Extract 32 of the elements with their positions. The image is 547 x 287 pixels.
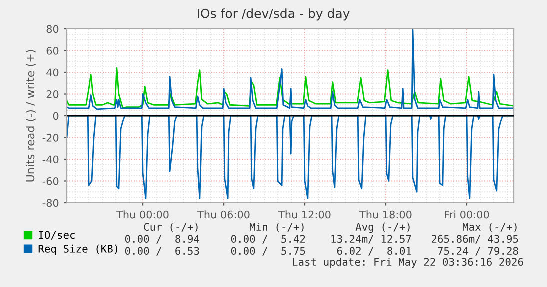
line-series [67,67,514,110]
y-tick-label: -80 [42,199,59,208]
x-tick-label: Thu 06:00 [198,210,250,219]
y-tick-label: -60 [42,177,59,186]
legend-label: Req Size (KB) [38,244,118,255]
text: Last update: Fri May 22 03:36:16 2026 [293,258,524,268]
y-tick-label: 20 [46,90,59,98]
chart-title: IOs for /dev/sda - by day [198,8,350,21]
y-tick-label: 40 [46,68,59,77]
text: 0.00 / 5.75 [231,247,306,256]
text: Max (-/+) [462,223,517,232]
y-tick-label: -20 [42,134,59,142]
text: 0.00 / 8.94 [125,235,200,244]
text: Avg (-/+) [356,222,410,234]
text: 6.02 / 8.01 [337,247,412,256]
x-tick-label: Thu 18:00 [360,210,412,219]
x-tick-label: Thu 00:00 [116,210,169,219]
legend-label: IO/sec [39,231,75,240]
text: 75.24 / 79.28 [438,247,518,256]
y-tick-label: 60 [46,46,59,55]
y-tick-label: 0 [53,112,59,120]
text: Cur (-/+) [144,223,198,232]
text: 265.86m/ 43.95 [432,235,518,244]
text: Min (-/+) [250,222,304,232]
text: 13.24m/ 12.57 [332,235,412,244]
text: 0.00 / 6.53 [125,247,200,256]
x-tick-label: Fri 00:00 [445,210,490,219]
y-axis-title: Units read (-) / write (+) [26,50,36,182]
y-tick-label: -40 [42,156,59,164]
text: 0.00 / 5.42 [231,235,306,244]
y-tick-label: 80 [46,25,59,34]
x-tick-label: Thu 12:00 [278,210,331,219]
